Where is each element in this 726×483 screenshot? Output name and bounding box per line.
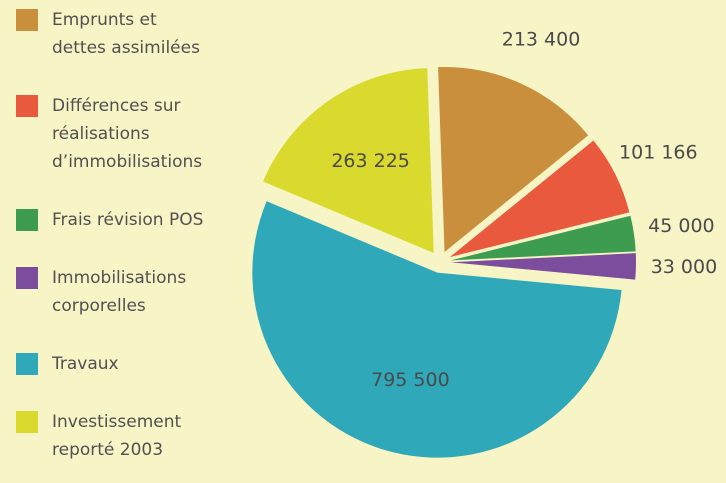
legend-item: Différences sur réalisations d’immobilis…: [16, 92, 203, 176]
value-label: 101 166: [619, 142, 698, 164]
legend-item: Frais révision POS: [16, 206, 203, 234]
legend-label: Travaux: [52, 354, 119, 374]
legend-swatch: [16, 95, 38, 117]
legend-swatch: [16, 209, 38, 231]
pie-slice: [449, 140, 630, 258]
value-label: 45 000: [648, 215, 714, 237]
legend-swatch: [16, 353, 38, 375]
pie-slice: [438, 66, 589, 252]
legend-label: Frais révision POS: [52, 210, 204, 230]
pie-slice: [450, 215, 636, 261]
legend-item: Immobilisations corporelles: [16, 264, 203, 320]
legend-item: Investissement reporté 2003: [16, 408, 203, 464]
legend-label: Emprunts et dettes assimilées: [52, 10, 200, 58]
pie-slice: [263, 68, 434, 253]
legend-item: Travaux: [16, 350, 203, 378]
pie-slice: [252, 201, 622, 458]
legend-swatch: [16, 9, 38, 31]
legend-swatch: [16, 267, 38, 289]
value-label: 33 000: [651, 256, 717, 278]
pie-slice: [450, 253, 636, 280]
legend-swatch: [16, 411, 38, 433]
legend-label: Immobilisations corporelles: [52, 268, 187, 316]
legend: Emprunts et dettes assimilées Différences…: [16, 6, 203, 464]
value-label: 795 500: [371, 369, 450, 391]
value-label: 213 400: [502, 28, 581, 50]
legend-item: Emprunts et dettes assimilées: [16, 6, 203, 62]
value-label: 263 225: [331, 150, 410, 172]
legend-label: Investissement reporté 2003: [52, 412, 182, 460]
legend-label: Différences sur réalisations d’immobilis…: [52, 96, 203, 172]
